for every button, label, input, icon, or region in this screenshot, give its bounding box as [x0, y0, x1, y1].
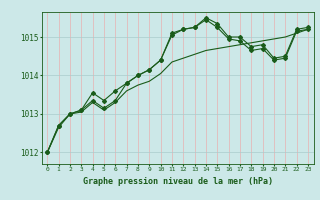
X-axis label: Graphe pression niveau de la mer (hPa): Graphe pression niveau de la mer (hPa): [83, 177, 273, 186]
